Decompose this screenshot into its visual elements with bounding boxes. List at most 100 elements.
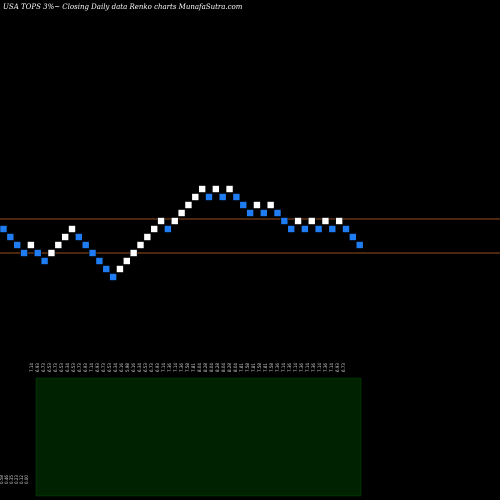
x-tick-label: 7.14 (305, 363, 310, 372)
down-brick (13, 241, 21, 249)
x-tick-label: 7.14 (161, 363, 166, 372)
x-tick-label: 7.36 (179, 363, 184, 372)
volume-axis-label: 0.35 (9, 475, 14, 484)
down-brick (33, 249, 42, 257)
down-brick (301, 225, 309, 233)
down-brick (287, 225, 296, 233)
down-brick (273, 209, 282, 217)
x-tick-label: 7.81 (263, 363, 268, 372)
down-brick (40, 257, 49, 265)
x-tick-label: 8.04 (209, 363, 214, 372)
x-tick-label: 7.14 (293, 363, 298, 372)
up-brick (177, 209, 186, 217)
up-brick (150, 225, 158, 233)
up-brick (157, 217, 165, 225)
down-brick (164, 225, 172, 233)
down-brick (218, 193, 227, 201)
down-brick (109, 273, 117, 281)
up-brick (116, 265, 124, 273)
up-brick (191, 193, 200, 201)
down-brick (81, 241, 90, 249)
down-brick (205, 193, 213, 201)
x-tick-label: 8.04 (221, 363, 226, 372)
up-brick (170, 217, 179, 225)
x-tick-label: 8.28 (227, 363, 232, 372)
up-brick (225, 185, 234, 193)
up-brick (198, 185, 206, 193)
horizontal-lines (0, 218, 500, 254)
x-tick-label: 6.73 (341, 363, 346, 372)
x-tick-label: 7.81 (191, 363, 196, 372)
x-tick-label: 6.93 (35, 363, 40, 372)
x-tick-label: 7.58 (257, 363, 262, 372)
x-tick-label: 7.14 (29, 363, 34, 372)
up-brick (294, 217, 302, 225)
x-tick-label: 7.14 (329, 363, 334, 372)
down-brick (232, 193, 241, 201)
x-tick-label: 6.53 (59, 363, 64, 372)
x-tick-label: 7.36 (275, 363, 280, 372)
x-tick-label: 6.16 (119, 363, 124, 372)
x-tick-label: 7.58 (269, 363, 274, 372)
x-tick-label: 6.53 (143, 363, 148, 372)
down-brick (95, 257, 104, 265)
x-tick-label: 7.36 (299, 363, 304, 372)
x-tick-label: 7.36 (167, 363, 172, 372)
x-tick-label: 8.28 (215, 363, 220, 372)
up-brick (123, 257, 131, 265)
up-brick (212, 185, 220, 193)
x-tick-label: 6.93 (335, 363, 340, 372)
up-brick (143, 233, 152, 241)
chart-title: USA TOPS 3%~ Closing Daily data Renko ch… (3, 3, 243, 11)
x-tick-label: 6.16 (131, 363, 136, 372)
x-tick-label: 7.58 (185, 363, 190, 372)
down-brick (88, 249, 97, 257)
x-tick-label: 6.93 (95, 363, 100, 372)
x-tick-label: 6.73 (101, 363, 106, 372)
x-tick-label: 5.98 (125, 363, 130, 372)
x-tick-label: 7.36 (287, 363, 292, 372)
down-brick (328, 225, 337, 233)
down-brick (342, 225, 350, 233)
x-tick-label: 7.36 (311, 363, 316, 372)
x-tick-label: 7.81 (239, 363, 244, 372)
x-tick-label: 7.58 (245, 363, 250, 372)
up-brick (266, 201, 275, 209)
volume-panel (35, 377, 362, 497)
x-tick-label: 7.14 (89, 363, 94, 372)
x-tick-label: 6.53 (47, 363, 52, 372)
up-brick (335, 217, 343, 225)
down-brick (75, 233, 83, 241)
up-brick (61, 233, 69, 241)
up-brick (136, 241, 145, 249)
up-brick (68, 225, 76, 233)
down-brick (280, 217, 289, 225)
x-tick-label: 6.34 (65, 363, 70, 372)
x-tick-label: 6.34 (137, 363, 142, 372)
x-tick-labels: 7.14 6.93 6.73 6.53 6.73 6.53 6.34 6.53 6.73 6.93… (29, 363, 346, 372)
down-brick (314, 225, 323, 233)
up-brick (307, 217, 316, 225)
volume-axis-label: 0.23 (14, 475, 19, 484)
down-brick (355, 241, 364, 249)
up-brick (27, 241, 35, 249)
down-brick (6, 233, 15, 241)
x-tick-label: 6.73 (41, 363, 46, 372)
down-brick (239, 201, 248, 209)
x-tick-label: 6.53 (107, 363, 112, 372)
x-tick-label: 8.28 (203, 363, 208, 372)
down-brick (349, 233, 357, 241)
x-tick-label: 6.93 (155, 363, 160, 372)
x-tick-label: 7.81 (251, 363, 256, 372)
x-tick-label: 7.14 (317, 363, 322, 372)
x-tick-label: 7.14 (173, 363, 178, 372)
x-tick-label: 6.73 (77, 363, 82, 372)
x-tick-label: 6.73 (53, 363, 58, 372)
up-brick (47, 249, 56, 257)
down-brick (246, 209, 254, 217)
renko-bricks (0, 185, 364, 281)
up-brick (54, 241, 63, 249)
volume-axis-label: 0.46 (4, 475, 9, 484)
up-brick (129, 249, 138, 257)
